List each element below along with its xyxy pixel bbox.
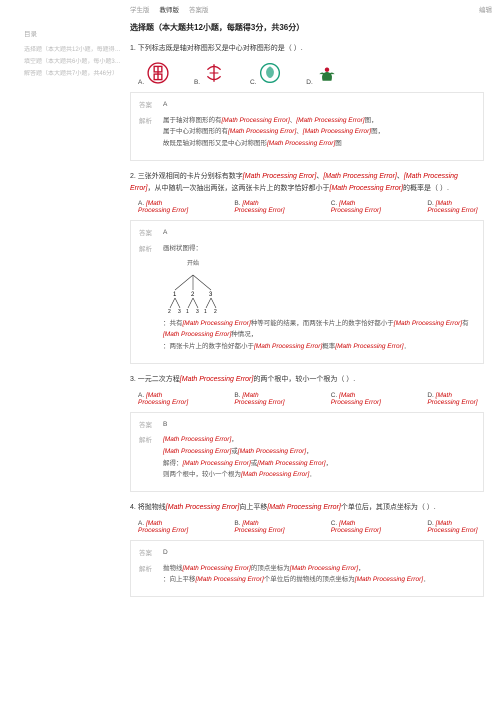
svg-text:3: 3 xyxy=(209,292,213,298)
tab-teacher[interactable]: 教师版 xyxy=(160,4,180,14)
opt-b: B. [Math Processing Error] xyxy=(234,200,290,214)
ans-label: 答案 xyxy=(139,99,163,111)
cmb-logo-icon xyxy=(202,61,226,85)
opt-c: C. [Math Processing Error] xyxy=(331,200,388,214)
exp-label: 解析 xyxy=(139,115,163,150)
main-content: 选择题（本大题共12小题，每题得3分，共36分） 1. 下列标志既是轴对称图形又… xyxy=(130,18,504,607)
q-num: 3. xyxy=(130,376,136,383)
exp-label: 解析 xyxy=(139,434,163,481)
opt-b: B. xyxy=(194,61,226,86)
exp-label: 解析 xyxy=(139,243,163,353)
exp-body: 画树状图得： 开始 123 23 xyxy=(163,243,475,353)
svg-text:3: 3 xyxy=(178,309,181,314)
tab-student[interactable]: 学生版 xyxy=(130,4,150,14)
opt-a: A. [Math Processing Error] xyxy=(138,392,194,406)
sidebar-title: 目录 xyxy=(24,28,122,38)
q-num: 2. xyxy=(130,173,136,180)
opt-d: D. [Math Processing Error] xyxy=(427,200,484,214)
svg-text:1: 1 xyxy=(173,292,177,298)
answer-card: 答案D 解析 抛物线[Math Processing Error]的顶点坐标为[… xyxy=(130,540,484,597)
q-body: 下列标志既是轴对称图形又是中心对称图形的是（ ）. xyxy=(138,45,303,52)
question-4: 4. 将抛物线[Math Processing Error]向上平移[Math … xyxy=(130,502,484,597)
opt-c: C. [Math Processing Error] xyxy=(331,392,388,406)
svg-text:1: 1 xyxy=(186,309,189,314)
opt-c: C. [Math Processing Error] xyxy=(331,520,388,534)
question-1: 1. 下列标志既是轴对称图形又是中心对称图形的是（ ）. A. B. C. D.… xyxy=(130,43,484,161)
exp-label: 解析 xyxy=(139,563,163,586)
svg-text:1: 1 xyxy=(204,309,207,314)
tree-svg: 123 23 13 12 xyxy=(163,272,253,314)
ans-label: 答案 xyxy=(139,547,163,559)
exp-body: [Math Processing Error]， [Math Processin… xyxy=(163,434,475,481)
section-title: 选择题（本大题共12小题，每题得3分，共36分） xyxy=(130,22,484,33)
opt-c: C. xyxy=(250,61,282,86)
question-3: 3. 一元二次方程[Math Processing Error]的两个根中，较小… xyxy=(130,374,484,492)
ans-label: 答案 xyxy=(139,419,163,431)
ans-value: D xyxy=(163,547,475,559)
opt-d: D. [Math Processing Error] xyxy=(427,392,484,406)
svg-text:2: 2 xyxy=(214,309,217,314)
edit-button[interactable]: 编辑 xyxy=(479,4,492,14)
ans-value: B xyxy=(163,419,475,431)
q-num: 4. xyxy=(130,504,136,511)
rcu-logo-icon xyxy=(315,61,339,85)
answer-card: 答案A 解析 画树状图得： 开始 123 xyxy=(130,220,484,363)
opt-b: B. [Math Processing Error] xyxy=(234,520,290,534)
question-2: 2. 三张外观相同的卡片分别标有数字[Math Processing Error… xyxy=(130,171,484,364)
tab-answer[interactable]: 答案版 xyxy=(189,4,209,14)
sidebar-item[interactable]: 解答题（本大题共7小题，共46分） xyxy=(24,70,122,79)
svg-text:2: 2 xyxy=(168,309,171,314)
abc-logo-icon xyxy=(258,61,282,85)
ans-value: A xyxy=(163,227,475,239)
opt-a: A. xyxy=(138,61,170,86)
opt-a: A. [Math Processing Error] xyxy=(138,200,194,214)
opt-d: D. [Math Processing Error] xyxy=(427,520,484,534)
opt-b: B. [Math Processing Error] xyxy=(234,392,290,406)
answer-card: 答案B 解析 [Math Processing Error]， [Math Pr… xyxy=(130,412,484,492)
svg-text:3: 3 xyxy=(196,309,199,314)
ans-label: 答案 xyxy=(139,227,163,239)
sidebar-item[interactable]: 选择题（本大题共12小题，每题得3分，… xyxy=(24,46,122,55)
answer-card: 答案A 解析 属于轴对称图形的有[Math Processing Error]、… xyxy=(130,92,484,161)
ans-value: A xyxy=(163,99,475,111)
icbc-logo-icon xyxy=(146,61,170,85)
q-num: 1. xyxy=(130,45,136,52)
tree-diagram: 开始 xyxy=(187,259,475,270)
sidebar-item[interactable]: 填空题（本大题共6小题，每小题3分，… xyxy=(24,58,122,67)
svg-text:2: 2 xyxy=(191,292,195,298)
sidebar: 目录 选择题（本大题共12小题，每题得3分，… 填空题（本大题共6小题，每小题3… xyxy=(0,18,130,607)
exp-body: 抛物线[Math Processing Error]的顶点坐标为[Math Pr… xyxy=(163,563,475,586)
opt-d: D. xyxy=(306,61,338,86)
exp-body: 属于轴对称图形的有[Math Processing Error]、[Math P… xyxy=(163,115,475,150)
opt-a: A. [Math Processing Error] xyxy=(138,520,194,534)
